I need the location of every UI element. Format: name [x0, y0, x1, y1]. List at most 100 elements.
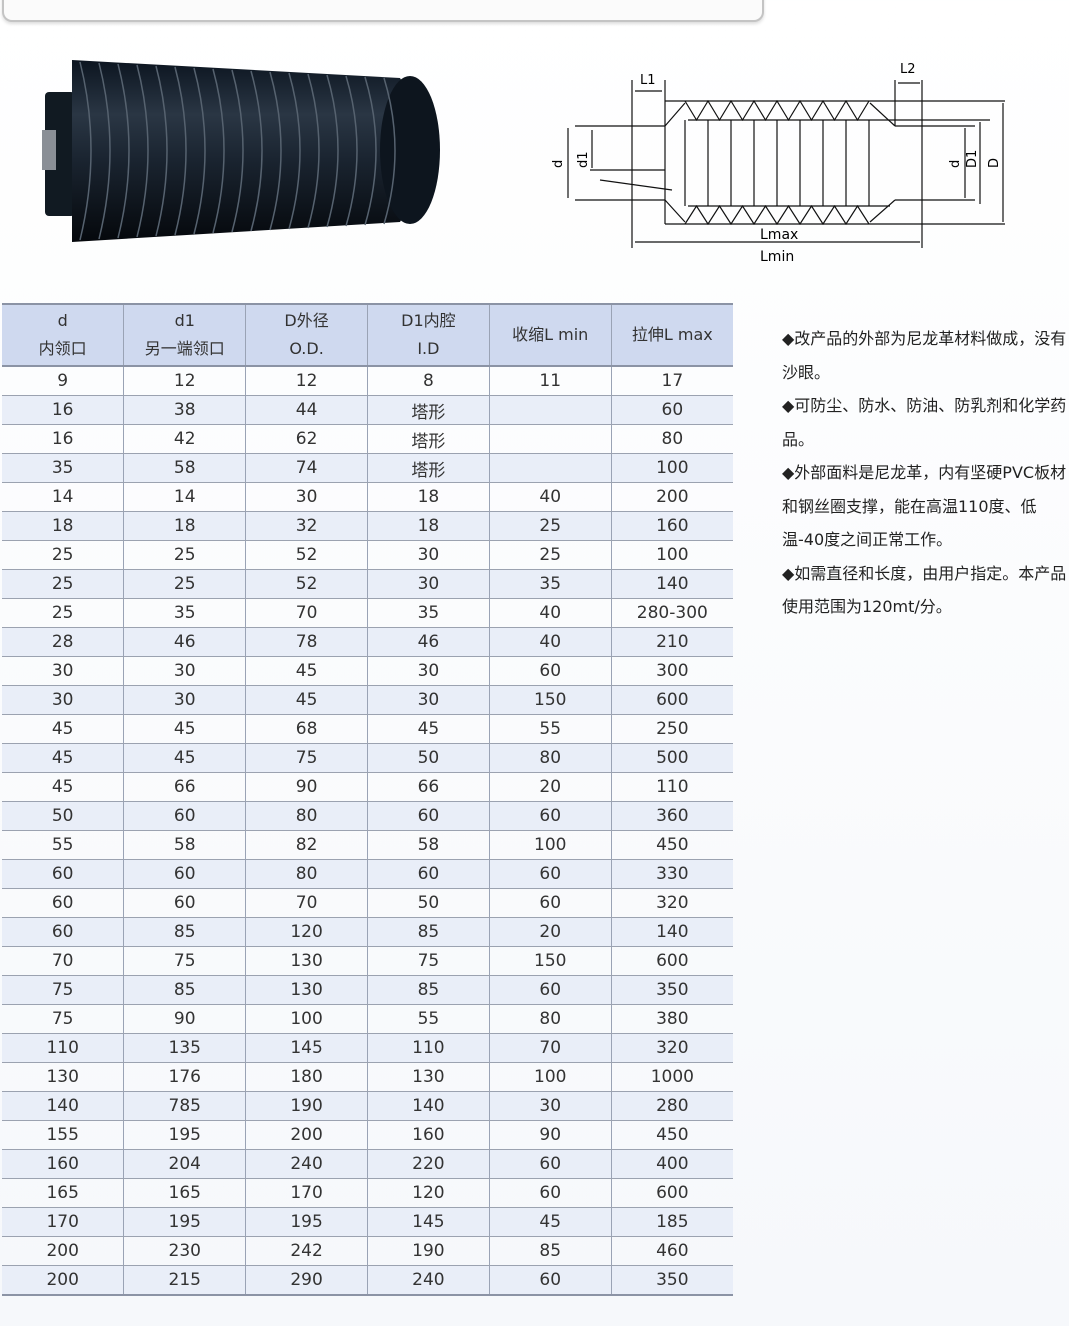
table-row: 28 46 78 46 40 210 — [2, 627, 733, 657]
table-cell: 240 — [245, 1149, 368, 1179]
label-d-right: d — [948, 160, 963, 168]
table-cell: 85 — [366, 975, 490, 1005]
table-cell: 55 — [366, 1004, 490, 1034]
table-cell: 66 — [366, 772, 490, 802]
table-cell: 30 — [366, 540, 490, 570]
bellows-rib — [326, 74, 339, 228]
table-cell: 14 — [2, 482, 124, 512]
bellows-rib — [269, 71, 282, 231]
table-cell: 100 — [245, 1004, 368, 1034]
table-cell: 70 — [245, 888, 368, 918]
column-header: 收缩L min — [488, 303, 612, 367]
table-cell: 35 — [2, 453, 124, 483]
table-cell: 55 — [488, 714, 612, 744]
table-cell: 80 — [610, 424, 733, 454]
table-cell: 30 — [2, 656, 124, 686]
table-cell: 30 — [123, 656, 246, 686]
table-cell: 145 — [245, 1033, 368, 1063]
table-cell: 45 — [123, 743, 246, 773]
table-cell: 55 — [2, 830, 124, 860]
table-cell: 200 — [2, 1236, 124, 1266]
note-item: ◆改产品的外部为尼龙革材料做成，没有沙眼。 — [782, 329, 1067, 382]
table-cell: 80 — [488, 1004, 612, 1034]
table-cell: 120 — [245, 917, 368, 947]
table-cell: 200 — [2, 1265, 124, 1296]
table-cell: 60 — [123, 859, 246, 889]
table-cell: 50 — [366, 743, 490, 773]
table-cell: 170 — [2, 1207, 124, 1237]
table-cell: 176 — [123, 1062, 246, 1092]
table-cell: 180 — [245, 1062, 368, 1092]
table-row: 140 785 190 140 30 280 — [2, 1091, 733, 1121]
table-row: 16 38 44 塔形 60 — [2, 395, 733, 425]
table-cell: 45 — [2, 743, 124, 773]
table-cell: 46 — [123, 627, 246, 657]
table-cell: 16 — [2, 424, 124, 454]
table-cell: 350 — [610, 975, 733, 1005]
table-cell: 350 — [610, 1265, 733, 1296]
table-cell: 160 — [366, 1120, 490, 1150]
table-cell: 90 — [488, 1120, 612, 1150]
table-cell: 140 — [610, 569, 733, 599]
table-row: 25 25 52 30 25 100 — [2, 540, 733, 570]
table-row: 25 35 70 35 40 280-300 — [2, 598, 733, 628]
table-cell: 100 — [610, 540, 733, 570]
table-row: 30 30 45 30 60 300 — [2, 656, 733, 686]
table-row: 25 25 52 30 35 140 — [2, 569, 733, 599]
table-cell: 68 — [245, 714, 368, 744]
table-row: 70 75 130 75 150 600 — [2, 946, 733, 976]
column-header: d 内领口 — [2, 303, 124, 367]
table-cell: 45 — [488, 1207, 612, 1237]
table-cell: 18 — [366, 511, 490, 541]
table-cell: 45 — [123, 714, 246, 744]
table-cell: 200 — [245, 1120, 368, 1150]
table-cell: 70 — [245, 598, 368, 628]
table-row: 170 195 195 145 45 185 — [2, 1207, 733, 1237]
table-row: 200 215 290 240 60 350 — [2, 1265, 733, 1296]
table-cell: 165 — [123, 1178, 246, 1208]
bellows-rib — [174, 66, 187, 236]
table-cell: 40 — [488, 482, 612, 512]
table-cell: 195 — [123, 1120, 246, 1150]
column-header-line: d — [57, 311, 68, 330]
product-photo-bellows — [42, 60, 440, 242]
table-cell: 242 — [245, 1236, 368, 1266]
table-cell: 58 — [366, 830, 490, 860]
label-D1: D1 — [965, 150, 980, 168]
table-cell: 200 — [610, 482, 733, 512]
table-cell: 150 — [488, 946, 612, 976]
table-cell: 16 — [2, 395, 124, 425]
table-cell: 52 — [245, 540, 368, 570]
column-header-line: I.D — [417, 339, 440, 358]
table-cell: 130 — [245, 946, 368, 976]
bellows-rib — [383, 77, 396, 225]
table-cell: 280-300 — [610, 598, 733, 628]
table-cell: 66 — [123, 772, 246, 802]
table-cell: 45 — [366, 714, 490, 744]
table-cell: 204 — [123, 1149, 246, 1179]
column-header-line: D外径 — [284, 311, 329, 330]
table-cell: 45 — [2, 714, 124, 744]
table-cell: 60 — [488, 1178, 612, 1208]
bellows-rib — [250, 70, 263, 232]
table-cell: 塔形 — [366, 395, 490, 425]
table-cell: 330 — [610, 859, 733, 889]
table-cell: 60 — [488, 1265, 612, 1296]
table-row: 60 85 120 85 20 140 — [2, 917, 733, 947]
table-cell: 30 — [366, 685, 490, 715]
table-cell: 140 — [2, 1091, 124, 1121]
table-cell: 8 — [366, 366, 490, 396]
table-cell: 80 — [245, 801, 368, 831]
bellows-rib — [212, 68, 225, 234]
table-cell: 50 — [366, 888, 490, 918]
table-row: 200 230 242 190 85 460 — [2, 1236, 733, 1266]
table-cell: 140 — [610, 917, 733, 947]
table-cell: 62 — [245, 424, 368, 454]
table-cell: 60 — [2, 917, 124, 947]
table-cell: 60 — [2, 888, 124, 918]
table-cell: 160 — [2, 1149, 124, 1179]
table-cell: 230 — [123, 1236, 246, 1266]
table-cell: 100 — [488, 830, 612, 860]
table-cell: 160 — [610, 511, 733, 541]
table-row: 60 60 70 50 60 320 — [2, 888, 733, 918]
